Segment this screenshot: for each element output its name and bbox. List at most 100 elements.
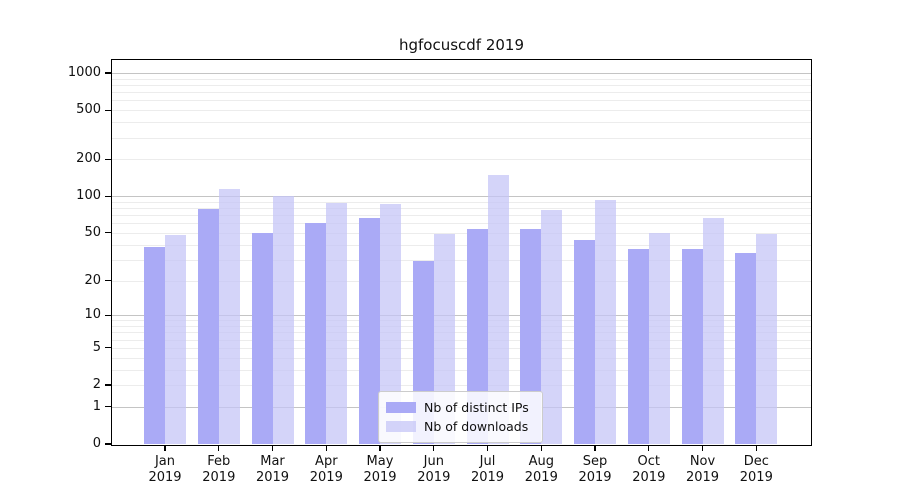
legend-swatch-downloads (386, 421, 416, 432)
y-tick-mark (105, 347, 111, 349)
x-tick-mark (164, 445, 166, 452)
gridline-minor (112, 232, 811, 234)
x-tick-label-mar: Mar 2019 (255, 454, 290, 485)
bar-downloads-oct (648, 232, 670, 444)
bar-ips-nov (681, 248, 703, 444)
gridline-minor (112, 159, 811, 161)
gridline-major (112, 315, 811, 317)
bar-downloads-mar (272, 196, 294, 444)
x-tick-mark (486, 445, 489, 452)
legend-label-distinct-ips: Nb of distinct IPs (424, 400, 529, 415)
y-tick-label: 1000 (67, 65, 101, 80)
bar-downloads-nov (702, 218, 724, 444)
x-tick-mark (594, 445, 596, 452)
y-tick-mark (105, 406, 111, 408)
x-tick-label-sep: Sep 2019 (578, 454, 612, 485)
gridline-minor (112, 122, 811, 124)
x-tick-mark (433, 445, 435, 452)
gridline-minor (112, 332, 811, 334)
gridline-minor (112, 215, 811, 217)
bar-downloads-sep (595, 200, 616, 444)
bar-downloads-feb (218, 189, 240, 444)
x-tick-label-may: May 2019 (363, 454, 397, 485)
bar-downloads-dec (756, 233, 778, 444)
gridline-major (112, 196, 811, 198)
y-tick-label: 100 (76, 188, 101, 204)
bar-ips-oct (627, 248, 649, 444)
gridline-minor (112, 223, 811, 225)
x-tick-label-jul: Jul 2019 (470, 454, 505, 485)
y-tick-mark (105, 232, 111, 234)
y-tick-label: 1 (92, 398, 101, 414)
gridline-minor (112, 347, 811, 349)
x-tick-label-nov: Nov 2019 (685, 454, 720, 485)
y-tick-label: 10 (84, 307, 101, 323)
x-tick-mark (540, 445, 542, 452)
legend-swatch-ips (386, 402, 416, 413)
y-tick-mark (105, 384, 111, 386)
x-tick-label-aug: Aug 2019 (524, 454, 558, 485)
gridline-minor (112, 339, 811, 341)
x-tick-label-dec: Dec 2019 (739, 454, 773, 485)
gridline-minor (112, 244, 811, 246)
legend-item-distinct-ips: Nb of distinct IPs (386, 398, 534, 417)
y-tick-mark (105, 158, 111, 160)
gridline-minor (112, 357, 811, 359)
y-tick-label: 0 (92, 436, 101, 451)
gridline-minor (112, 100, 811, 102)
bar-ips-jul (466, 228, 488, 444)
x-tick-label-jun: Jun 2019 (417, 454, 451, 485)
bar-ips-may (359, 218, 380, 444)
bar-downloads-apr (326, 203, 348, 444)
bar-downloads-may (380, 204, 401, 444)
x-tick-label-feb: Feb 2019 (202, 454, 236, 485)
gridline-minor (112, 280, 811, 282)
y-tick-mark (105, 279, 111, 282)
x-tick-mark (271, 445, 274, 452)
x-tick-label-oct: Oct 2019 (632, 454, 666, 485)
chart-title: hgfocuscdf 2019 (398, 36, 525, 54)
gridline-minor (112, 326, 811, 327)
y-tick-label: 50 (84, 224, 101, 240)
y-tick-mark (105, 443, 111, 445)
gridline-minor (112, 369, 811, 371)
y-tick-mark (105, 109, 111, 111)
gridline-minor (112, 110, 811, 112)
y-tick-label: 200 (76, 151, 101, 167)
gridline-minor (112, 320, 811, 322)
y-tick-mark (105, 195, 111, 197)
gridline-minor (112, 201, 811, 203)
bar-ips-apr (305, 223, 327, 444)
y-tick-label: 5 (92, 339, 101, 355)
bar-downloads-jul (487, 174, 509, 444)
bar-ips-feb (197, 209, 219, 444)
x-tick-mark (701, 445, 704, 452)
x-tick-label-jan: Jan 2019 (148, 454, 182, 485)
bar-ips-jan (144, 247, 165, 444)
bar-ips-sep (574, 239, 595, 444)
y-tick-label: 2 (92, 377, 101, 392)
x-tick-mark (379, 445, 381, 452)
gridline-minor (112, 78, 811, 80)
x-tick-mark (648, 445, 650, 452)
x-tick-label-apr: Apr 2019 (309, 454, 343, 485)
y-tick-label: 20 (84, 272, 101, 288)
legend-label-downloads: Nb of downloads (424, 419, 529, 434)
y-tick-label: 500 (76, 102, 101, 118)
y-tick-mark (105, 72, 111, 74)
x-tick-mark (755, 445, 757, 452)
legend-item-downloads: Nb of downloads (386, 417, 534, 436)
y-tick-mark (105, 314, 111, 316)
x-tick-mark (325, 445, 327, 452)
gridline-major (112, 73, 811, 74)
bar-ips-mar (251, 232, 273, 444)
bar-ips-aug (520, 228, 542, 444)
plot-area (111, 59, 812, 446)
gridline-minor (112, 259, 811, 261)
gridline-minor (112, 137, 811, 139)
bar-downloads-aug (541, 210, 563, 444)
legend: Nb of distinct IPs Nb of downloads (378, 391, 543, 443)
bar-downloads-jan (165, 235, 186, 444)
gridline-minor (112, 85, 811, 86)
